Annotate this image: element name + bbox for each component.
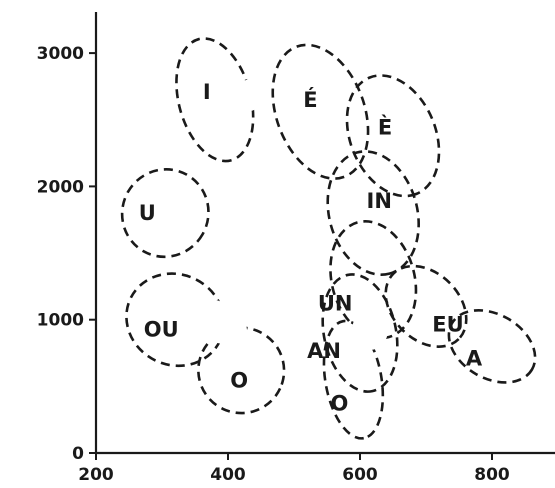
y-tick-label: 0 (72, 444, 84, 464)
vowel-region-ellipse (120, 168, 210, 259)
vowel-label: I (203, 80, 211, 104)
vowel-label: AN (307, 339, 341, 363)
vowel-region-ellipse (271, 43, 370, 180)
vowel-label: IN (367, 189, 392, 213)
vowel-region-ellipse (329, 220, 418, 340)
x-tick-label: 800 (474, 465, 510, 485)
vowel-label: A (466, 346, 483, 370)
vowel-label: O (330, 392, 348, 416)
y-tick-label: 2000 (37, 177, 84, 197)
vowel-region-ellipse (321, 273, 399, 393)
x-tick-label: 200 (78, 465, 114, 485)
vowel-label: UN (318, 292, 353, 316)
vowel-label: EU (432, 312, 463, 336)
vowel-label: É (303, 87, 317, 112)
y-tick-label: 1000 (37, 311, 84, 331)
vowel-region-ellipse (175, 37, 255, 163)
scan-blot (203, 316, 247, 344)
vowel-label: È (378, 115, 392, 140)
vowel-region-ellipse (197, 326, 286, 415)
vowel-label: O (230, 368, 248, 392)
x-tick-label: 400 (210, 465, 246, 485)
vowel-region-ellipse (326, 150, 420, 276)
vowel-label: OU (144, 318, 179, 342)
vowel-region-ellipse (447, 308, 537, 384)
x-tick-label: 600 (342, 465, 378, 485)
vowel-region-ellipse (345, 74, 441, 198)
vowel-label: U (139, 201, 156, 225)
scan-blot (352, 310, 388, 350)
scan-blot (238, 79, 262, 111)
y-tick-label: 3000 (37, 44, 84, 64)
